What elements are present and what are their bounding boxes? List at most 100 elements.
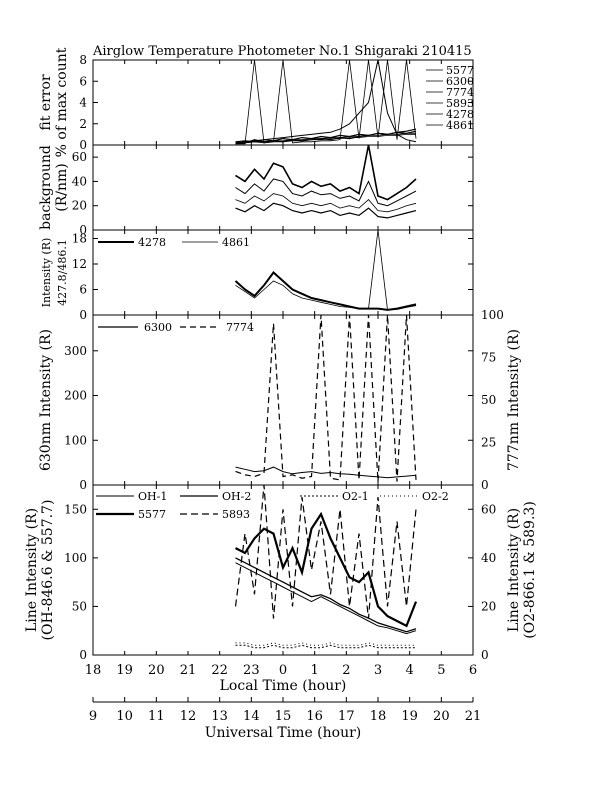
y2-axis-label: (O2-866.1 & 589.3) xyxy=(522,501,538,639)
y-axis-label: background xyxy=(38,145,54,230)
legend-entry: OH-2 xyxy=(222,490,251,503)
y-axis-label: 427.8/486.1 xyxy=(56,239,69,306)
series-line-5893 xyxy=(234,484,417,619)
series-line-c xyxy=(235,193,417,213)
y2-tick-label: 25 xyxy=(481,436,496,450)
legend-entry: 4861 xyxy=(446,119,474,132)
series-line-OH-1 xyxy=(235,562,417,635)
local-time-tick-label: 4 xyxy=(406,663,414,678)
y2-tick-label: 20 xyxy=(481,599,496,613)
series-line-O2-2 xyxy=(235,642,416,646)
panel-frame xyxy=(92,59,474,146)
series-line-d xyxy=(235,202,417,219)
universal-time-axis-label: Universal Time (hour) xyxy=(205,725,362,741)
y-axis-label: Intensity (R) xyxy=(40,238,53,308)
panel-background: 0 20 40 60 background (R/nm) xyxy=(38,144,474,237)
y-axis-label: fit error xyxy=(38,74,54,131)
universal-time-tick-label: 14 xyxy=(243,709,260,724)
y-tick-label: 0 xyxy=(79,308,87,322)
legend-entry: O2-2 xyxy=(422,490,449,503)
universal-time-tick-label: 15 xyxy=(275,709,292,724)
y-tick-label: 40 xyxy=(72,174,87,188)
y2-tick-label: 75 xyxy=(481,351,496,365)
y-tick-label: 4 xyxy=(79,96,87,110)
legend-entry: 5577 xyxy=(138,508,166,521)
fit-error-series-layer: 0 2 4 6 8 fit error% of max count 557763007774… xyxy=(38,47,474,157)
legend-entry: 6300 xyxy=(446,75,474,88)
panel-frame xyxy=(92,314,474,486)
y-tick-label: 0 xyxy=(79,223,87,237)
y-tick-label: 0 xyxy=(79,138,87,152)
y-axis-label: Line Intensity (R) xyxy=(24,508,40,632)
y2-tick-label: 100 xyxy=(481,308,504,322)
local-time-axis-label: Local Time (hour) xyxy=(220,678,347,694)
y-tick-label: 0 xyxy=(79,478,87,492)
legend-entry: 7774 xyxy=(446,86,474,99)
panel-fit-error: 0 2 4 6 8 fit error% of max count 557763007774… xyxy=(38,47,474,157)
y-tick-label: 6 xyxy=(79,283,87,297)
blue-intensity-series-layer: 0 6 12 18 Intensity (R) 427.8/486.1 4278 4861 xyxy=(40,229,474,322)
universal-time-tick-label: 10 xyxy=(116,709,133,724)
y-tick-label: 60 xyxy=(72,150,87,164)
y2-axis-label: 777nm Intensity (R) xyxy=(506,329,522,471)
oxygen-series-layer: 0 100 200 300 0 25 50 75 100 630nm Intensity (R) 7… xyxy=(38,308,522,492)
universal-time-tick-label: 19 xyxy=(401,709,418,724)
legend-entry: OH-1 xyxy=(138,490,167,503)
y-axis-label: (R/nm) xyxy=(54,163,70,211)
local-time-tick-label: 23 xyxy=(243,663,260,678)
series-line-O2-1 xyxy=(235,644,416,649)
y-axis-label: (OH-846.6 & 557.7) xyxy=(40,500,56,641)
series-line-5577 xyxy=(234,511,418,628)
y-tick-label: 50 xyxy=(72,599,87,613)
series-line-4861 xyxy=(235,132,416,144)
legend-entry: 5893 xyxy=(222,508,250,521)
time-axes: Local Time (hour) Universal Time (hour) … xyxy=(85,663,482,741)
series-line-4278 xyxy=(234,271,417,311)
series-line-7774 xyxy=(235,314,417,482)
legend-entry: 5577 xyxy=(446,64,474,77)
series-line-4861 xyxy=(235,229,417,311)
series-line-6300 xyxy=(235,59,417,145)
universal-time-tick-label: 17 xyxy=(338,709,355,724)
universal-time-tick-label: 12 xyxy=(180,709,197,724)
legend-entry: O2-1 xyxy=(342,490,369,503)
panel-blue-intensity: 0 6 12 18 Intensity (R) 427.8/486.1 4278 4861 xyxy=(40,229,474,322)
legend-entry: 5893 xyxy=(446,97,474,110)
local-time-tick-label: 5 xyxy=(437,663,445,678)
local-time-tick-label: 18 xyxy=(85,663,102,678)
series-line-a xyxy=(235,144,417,201)
figure-title: Airglow Temperature Photometer No.1 Shig… xyxy=(92,44,472,59)
y-tick-label: 12 xyxy=(72,257,87,271)
local-time-tick-label: 19 xyxy=(116,663,133,678)
panel-oxygen: 0 100 200 300 0 25 50 75 100 630nm Intensity (R) 7… xyxy=(38,308,522,492)
y-tick-label: 0 xyxy=(79,648,87,662)
y-axis-label: 630nm Intensity (R) xyxy=(38,329,54,471)
legend-entry: 4861 xyxy=(222,236,250,249)
y2-tick-label: 0 xyxy=(481,648,489,662)
y2-tick-label: 60 xyxy=(481,502,496,516)
universal-time-tick-label: 16 xyxy=(306,709,323,724)
y-tick-label: 6 xyxy=(79,74,87,88)
legend-entry: 4278 xyxy=(138,236,166,249)
y2-tick-label: 0 xyxy=(481,478,489,492)
universal-time-tick-label: 11 xyxy=(148,709,165,724)
legend-entry: 7774 xyxy=(226,321,254,334)
legend-entry: 4278 xyxy=(446,108,474,121)
local-time-tick-label: 6 xyxy=(469,663,477,678)
y-tick-label: 2 xyxy=(79,117,87,131)
legend-entry: 6300 xyxy=(144,321,172,334)
y-tick-label: 150 xyxy=(64,502,87,516)
y-axis-label: % of max count xyxy=(54,47,70,157)
series-line-b xyxy=(235,178,417,207)
local-time-tick-label: 22 xyxy=(211,663,228,678)
y-tick-label: 100 xyxy=(64,433,87,447)
y2-tick-label: 50 xyxy=(481,393,496,407)
y-tick-label: 18 xyxy=(72,232,87,246)
y-tick-label: 8 xyxy=(79,53,87,67)
series-line-5893 xyxy=(235,133,416,145)
universal-time-tick-label: 13 xyxy=(211,709,228,724)
universal-time-tick-label: 20 xyxy=(433,709,450,724)
local-time-tick-label: 21 xyxy=(180,663,197,678)
